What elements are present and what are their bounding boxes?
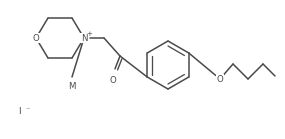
Text: M: M xyxy=(68,82,76,91)
Text: I: I xyxy=(18,107,21,116)
Text: ⁻: ⁻ xyxy=(25,105,30,114)
Text: O: O xyxy=(217,75,223,84)
Text: O: O xyxy=(110,76,116,85)
Text: N: N xyxy=(81,33,87,43)
Text: O: O xyxy=(32,33,39,43)
Text: +: + xyxy=(87,30,92,37)
